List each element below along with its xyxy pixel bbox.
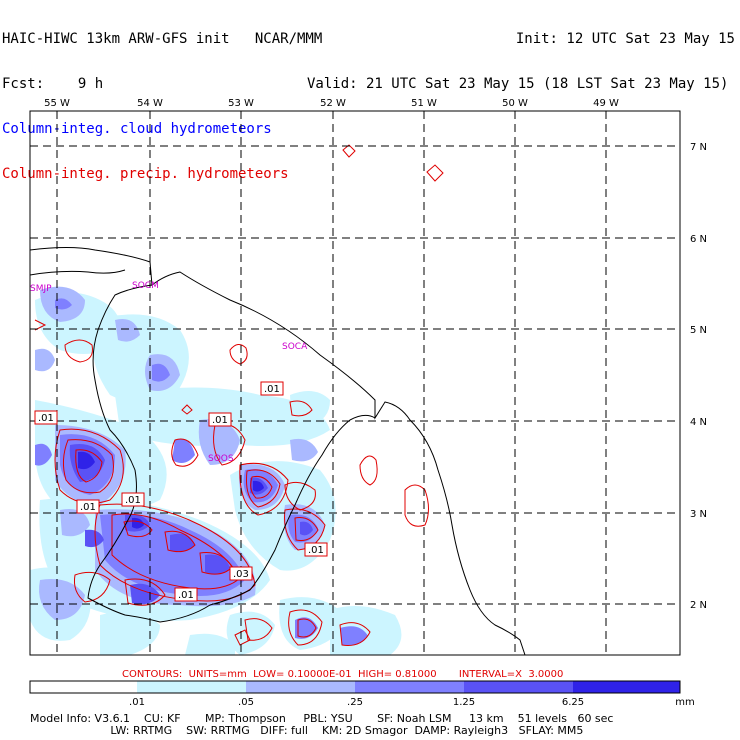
contour-label: .01 xyxy=(125,495,141,506)
contour-label: .03 xyxy=(233,569,249,580)
model-info-line1: Model Info: V3.6.1 CU: KF MP: Thompson P… xyxy=(30,712,614,725)
contours-info: CONTOURS: UNITS=mm LOW= 0.10000E-01 HIGH… xyxy=(122,669,564,680)
lat-label-5n: 5 N xyxy=(690,325,707,336)
lon-label-51w: 51 W xyxy=(411,98,437,109)
header-left: HAIC-HIWC 13km ARW-GFS init NCAR/MMM Fcs… xyxy=(2,2,322,197)
colorbar-unit: mm xyxy=(675,697,694,708)
station-soca: SOCA xyxy=(282,342,308,352)
model-info-line2: LW: RRTMG SW: RRTMG DIFF: full KM: 2D Sm… xyxy=(30,724,584,737)
contour-labels: .01 .01 .01 .01 .01 .01 .01 .03 xyxy=(34,381,328,602)
lon-label-49w: 49 W xyxy=(593,98,619,109)
station-smjp: SMJP xyxy=(30,284,52,294)
cloud-legend-text: Column-integ. cloud hydrometeors xyxy=(2,121,272,137)
cloud-fill-layer xyxy=(30,286,402,655)
lat-label-3n: 3 N xyxy=(690,509,707,520)
init-time: Init: 12 UTC Sat 23 May 15 xyxy=(515,31,735,47)
contour-label: .01 xyxy=(264,384,280,395)
lon-label-52w: 52 W xyxy=(320,98,346,109)
header-right: Init: 12 UTC Sat 23 May 15 Valid: 21 UTC… xyxy=(307,2,735,107)
forecast-hour: Fcst: 9 h xyxy=(2,76,104,92)
valid-time: Valid: 21 UTC Sat 23 May 15 (18 LST Sat … xyxy=(307,76,729,92)
lat-label-6n: 6 N xyxy=(690,234,707,245)
graticule xyxy=(30,111,680,655)
model-title: HAIC-HIWC 13km ARW-GFS init NCAR/MMM xyxy=(2,31,323,47)
colorbar-tick: .25 xyxy=(347,697,363,708)
contour-label: .01 xyxy=(308,545,324,556)
contour-label: .01 xyxy=(178,590,194,601)
lon-label-53w: 53 W xyxy=(228,98,254,109)
contour-label: .01 xyxy=(212,415,228,426)
contour-label: .01 xyxy=(80,502,96,513)
precip-legend-text: Column-integ. precip. hydrometeors xyxy=(2,166,289,182)
colorbar: .01 .05 .25 1.25 6.25 mm xyxy=(29,680,695,708)
station-socm: SOCM xyxy=(132,281,159,291)
lon-label-55w: 55 W xyxy=(44,98,70,109)
lat-label-4n: 4 N xyxy=(690,417,707,428)
lat-label-2n: 2 N xyxy=(690,600,707,611)
colorbar-tick: 6.25 xyxy=(562,697,584,708)
colorbar-tick: 1.25 xyxy=(453,697,475,708)
lon-label-50w: 50 W xyxy=(502,98,528,109)
station-soos: SOOS xyxy=(208,454,234,464)
colorbar-tick: .01 xyxy=(129,697,145,708)
coastline-layer xyxy=(30,247,526,655)
contour-label: .01 xyxy=(38,413,54,424)
lat-label-7n: 7 N xyxy=(690,142,707,153)
colorbar-tick: .05 xyxy=(238,697,254,708)
lon-label-54w: 54 W xyxy=(137,98,163,109)
map-frame xyxy=(29,110,681,656)
